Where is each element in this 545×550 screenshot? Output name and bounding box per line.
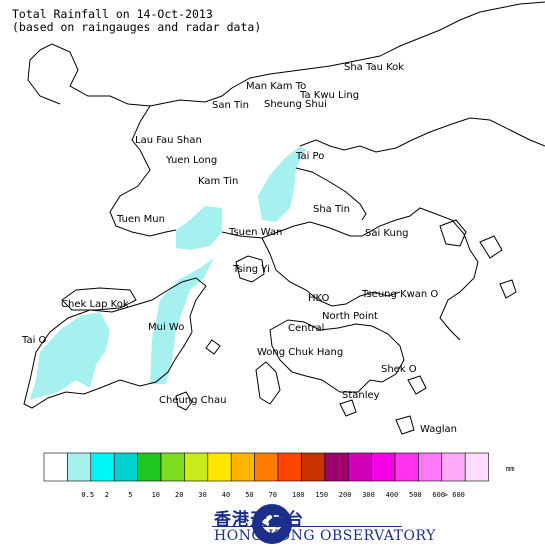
logo-dot	[269, 521, 275, 527]
place-label: HKO	[308, 293, 330, 304]
place-label: Man Kam To	[246, 81, 306, 92]
place-label: Cheung Chau	[159, 395, 226, 406]
legend-cell	[277, 452, 302, 482]
rain-area-tolo-harbour	[258, 146, 306, 222]
legend-unit: mm	[506, 465, 514, 473]
legend-cells	[43, 452, 489, 482]
place-label: Lau Fau Shan	[135, 135, 202, 146]
place-label: North Point	[322, 311, 378, 322]
legend-tick-label: 20	[175, 491, 183, 499]
legend-tick-label: 200	[339, 491, 352, 499]
place-labels: Sha Tau Kok Man Kam To Ta Kwu Ling San T…	[21, 62, 457, 435]
legend-tick-label: > 600	[444, 491, 465, 499]
legend-tick-label: 2	[105, 491, 109, 499]
place-label: Tsing Yi	[232, 264, 270, 275]
place-label: Sai Kung	[365, 228, 409, 239]
place-label: Wong Chuk Hang	[257, 347, 343, 358]
legend-tick-label: 300	[362, 491, 375, 499]
legend-tick-label: 600	[432, 491, 445, 499]
place-label: San Tin	[212, 100, 249, 111]
legend-cell	[137, 452, 162, 482]
rain-area-lantau-west	[30, 312, 110, 400]
place-label: Kam Tin	[198, 176, 238, 187]
place-label: Mui Wo	[148, 322, 184, 333]
legend-cell	[90, 452, 115, 482]
place-label: Tseung Kwan O	[361, 289, 438, 300]
place-label: Tai Po	[295, 151, 324, 162]
sai-kung-islands	[439, 219, 517, 299]
legend-cell	[254, 452, 279, 482]
place-label: Stanley	[342, 390, 380, 401]
legend-tick-label: 400	[386, 491, 399, 499]
shenzhen-coast	[39, 1, 545, 107]
legend-tick-label: 10	[152, 491, 160, 499]
legend-cell	[441, 452, 466, 482]
legend-cell	[394, 452, 419, 482]
place-label: Tai O	[21, 335, 47, 346]
title-line-2: (based on raingauges and radar data)	[12, 20, 262, 34]
rainfall-legend: 00.525102030405070100150200300400500600>…	[42, 452, 514, 499]
place-label: Sheung Shui	[264, 99, 327, 110]
legend-cell	[230, 452, 255, 482]
tolo-inner	[295, 167, 367, 221]
legend-tick-label: 5	[128, 491, 132, 499]
logo-swirl	[262, 513, 282, 533]
legend-cell	[464, 452, 489, 482]
legend-tick-label: 40	[222, 491, 230, 499]
place-label: Sha Tin	[313, 204, 350, 215]
logo-chinese-text: 香港天文台	[214, 510, 304, 530]
logo-english-text: HONG KONG OBSERVATORY	[214, 528, 436, 544]
legend-cell	[43, 452, 68, 482]
deep-bay-coast	[27, 49, 61, 105]
legend-cell	[301, 452, 326, 482]
legend-cell	[113, 452, 138, 482]
legend-cell	[207, 452, 232, 482]
lamma-island	[255, 361, 281, 405]
map-title: Total Rainfall on 14-Oct-2013 (based on …	[12, 8, 261, 34]
legend-tick-label: 30	[198, 491, 206, 499]
po-toi-island	[205, 339, 357, 417]
airport-island	[61, 287, 137, 311]
rain-shading	[30, 146, 306, 400]
place-label: Central	[288, 323, 324, 334]
place-label: Tsuen Wan	[228, 227, 282, 238]
coastline	[23, 1, 545, 435]
legend-tick-label: 500	[409, 491, 422, 499]
hk-island	[269, 319, 405, 393]
place-label: Chek Lap Kok	[61, 299, 129, 310]
logo-divider	[212, 526, 402, 527]
legend-ticks: 00.525102030405070100150200300400500600>…	[42, 491, 465, 499]
legend-tick-label: 100	[292, 491, 305, 499]
legend-cell	[347, 452, 372, 482]
legend-tick-label: 70	[269, 491, 277, 499]
tsing-yi-island	[235, 255, 265, 283]
rainfall-map: Sha Tau Kok Man Kam To Ta Kwu Ling San T…	[21, 1, 545, 435]
legend-cell	[418, 452, 443, 482]
legend-cell	[184, 452, 209, 482]
title-line-1: Total Rainfall on 14-Oct-2013	[12, 7, 213, 21]
rain-area-shing-mun	[176, 206, 222, 250]
place-label: Yuen Long	[165, 155, 217, 166]
cheung-chau-island	[175, 391, 193, 411]
place-label: Ta Kwu Ling	[299, 90, 359, 101]
legend-cell	[324, 452, 349, 482]
hko-logo-mark	[252, 504, 292, 544]
place-label: Shek O	[381, 364, 417, 375]
legend-cell	[160, 452, 185, 482]
tung-lung-island	[395, 375, 427, 435]
place-label: Tuen Mun	[116, 214, 165, 225]
legend-tick-label: 50	[245, 491, 253, 499]
place-label: Sha Tau Kok	[344, 62, 404, 73]
legend-tick-label: 0.5	[81, 491, 94, 499]
place-label: Waglan	[420, 424, 457, 435]
rain-area-mui-wo	[150, 258, 214, 384]
new-territories-coast	[109, 105, 545, 341]
legend-tick-label: 150	[315, 491, 328, 499]
legend-cell	[67, 452, 92, 482]
legend-cell	[371, 452, 396, 482]
kowloon-coast	[261, 237, 401, 307]
lantau-island	[23, 277, 207, 409]
